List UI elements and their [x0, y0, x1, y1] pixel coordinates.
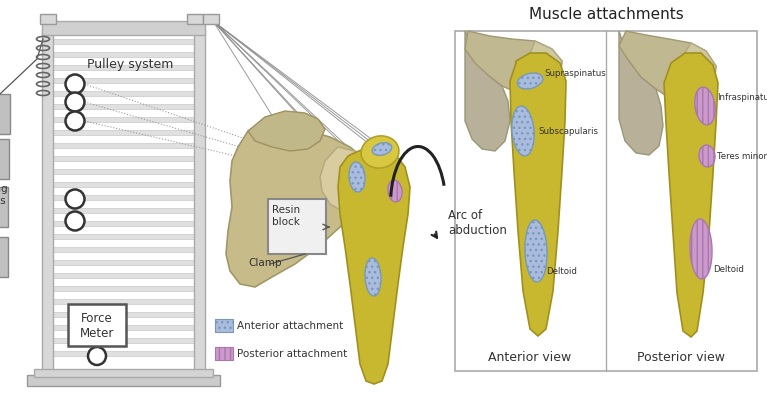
Bar	[40, 15, 56, 25]
Text: Resin
block: Resin block	[272, 205, 300, 226]
Circle shape	[65, 93, 84, 112]
Bar	[53, 338, 194, 343]
Text: Clamp: Clamp	[248, 257, 281, 267]
Bar	[215, 347, 233, 360]
Text: Muscle attachments: Muscle attachments	[528, 7, 683, 22]
Bar	[53, 209, 194, 213]
Bar	[0, 140, 9, 180]
Ellipse shape	[361, 137, 399, 169]
Bar	[53, 273, 194, 278]
Text: Posterior view: Posterior view	[637, 350, 725, 364]
Text: Anterior view: Anterior view	[489, 350, 571, 364]
Bar	[53, 312, 194, 317]
Bar	[203, 15, 219, 25]
Circle shape	[65, 190, 84, 209]
Bar	[187, 15, 203, 25]
Bar	[53, 144, 194, 149]
Text: Pulley system: Pulley system	[87, 58, 173, 71]
Polygon shape	[520, 42, 562, 97]
Bar	[42, 22, 205, 36]
Bar	[53, 325, 194, 330]
Bar	[53, 286, 194, 291]
Bar	[53, 66, 194, 71]
Circle shape	[65, 75, 84, 94]
Ellipse shape	[388, 180, 402, 203]
Bar	[42, 30, 53, 383]
Bar	[53, 53, 194, 58]
Bar	[53, 131, 194, 136]
Bar	[53, 235, 194, 239]
Bar	[194, 30, 205, 383]
Text: Infraspinatus: Infraspinatus	[717, 92, 767, 101]
Bar	[0, 237, 8, 277]
Ellipse shape	[372, 143, 392, 156]
Text: Hanging
weights: Hanging weights	[0, 184, 8, 205]
Bar	[0, 188, 8, 227]
Bar	[268, 200, 326, 254]
Polygon shape	[510, 54, 566, 336]
Polygon shape	[338, 148, 410, 384]
Bar	[53, 92, 194, 97]
Bar	[53, 299, 194, 304]
Circle shape	[65, 212, 84, 231]
Polygon shape	[226, 124, 368, 287]
Text: Anterior attachment: Anterior attachment	[237, 321, 344, 331]
Bar	[0, 95, 10, 135]
Bar	[53, 157, 194, 162]
Polygon shape	[248, 112, 325, 152]
Bar	[53, 40, 194, 45]
Polygon shape	[671, 44, 716, 102]
Text: Deltoid: Deltoid	[713, 265, 744, 274]
Polygon shape	[320, 148, 370, 211]
Bar	[215, 319, 233, 332]
Text: Arc of
abduction: Arc of abduction	[448, 209, 507, 237]
Bar	[53, 118, 194, 123]
Bar	[53, 182, 194, 188]
Bar	[27, 375, 220, 386]
Bar	[455, 32, 757, 371]
Circle shape	[88, 347, 106, 365]
Bar	[53, 196, 194, 200]
Text: Supraspinatus: Supraspinatus	[544, 69, 606, 78]
Bar	[53, 351, 194, 356]
Text: Posterior attachment: Posterior attachment	[237, 348, 347, 358]
Text: Deltoid: Deltoid	[546, 267, 577, 276]
Polygon shape	[465, 32, 510, 152]
Circle shape	[65, 112, 84, 131]
Ellipse shape	[695, 88, 716, 126]
Polygon shape	[619, 32, 716, 102]
Bar	[34, 369, 213, 377]
Text: Subscapularis: Subscapularis	[538, 127, 598, 136]
Ellipse shape	[525, 221, 547, 282]
Bar	[53, 105, 194, 110]
Ellipse shape	[349, 163, 365, 192]
Bar	[53, 260, 194, 265]
Polygon shape	[465, 32, 562, 97]
Ellipse shape	[690, 219, 712, 279]
Bar	[68, 304, 126, 346]
Ellipse shape	[517, 74, 543, 90]
Text: Teres minor: Teres minor	[717, 152, 767, 161]
Polygon shape	[664, 54, 718, 337]
Text: Force
Meter: Force Meter	[80, 311, 114, 339]
Bar	[53, 170, 194, 174]
Ellipse shape	[365, 258, 381, 296]
Polygon shape	[619, 32, 663, 156]
Bar	[53, 79, 194, 84]
Bar	[53, 247, 194, 252]
Bar	[53, 221, 194, 227]
Ellipse shape	[512, 107, 534, 156]
Ellipse shape	[699, 146, 715, 168]
